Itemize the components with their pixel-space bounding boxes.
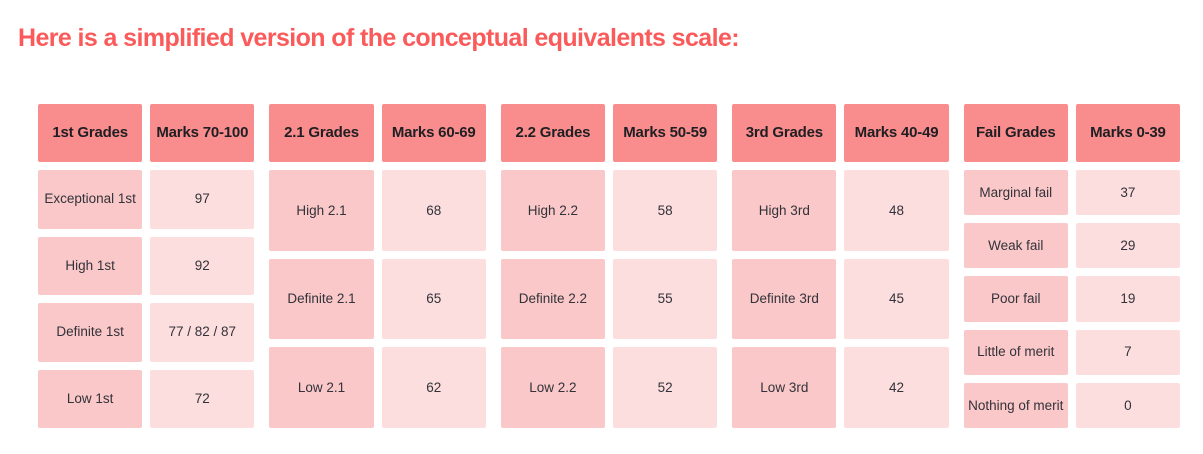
- marks-header-cell: Marks 0-39: [1075, 104, 1181, 162]
- table-header-row: 1st Grades Marks 70-100: [38, 104, 255, 162]
- table-header-row: 3rd Grades Marks 40-49: [732, 104, 949, 162]
- table-body: High 3rd 48 Definite 3rd 45 Low 3rd 42: [732, 170, 949, 429]
- table-row: High 2.2 58: [500, 170, 718, 251]
- table-body: Exceptional 1st 97 High 1st 92 Definite …: [38, 170, 255, 428]
- marks-cell: 7: [1075, 329, 1181, 375]
- table-body: Marginal fail 37 Weak fail 29 Poor fail …: [963, 170, 1181, 429]
- marks-cell: 58: [613, 170, 718, 251]
- table-row: Definite 2.2 55: [500, 258, 718, 340]
- grade-table-1st: 1st Grades Marks 70-100 Exceptional 1st …: [38, 104, 255, 428]
- table-row: Nothing of merit 0: [963, 382, 1181, 429]
- grade-cell: Low 2.1: [269, 347, 374, 429]
- marks-header-cell: Marks 40-49: [844, 104, 949, 162]
- grade-table-2-2: 2.2 Grades Marks 50-59 High 2.2 58 Defin…: [500, 104, 718, 429]
- table-row: High 3rd 48: [732, 170, 949, 251]
- table-row: High 1st 92: [38, 236, 255, 295]
- table-row: Low 1st 72: [38, 369, 255, 428]
- table-row: Low 3rd 42: [732, 347, 949, 429]
- grade-cell: High 2.2: [500, 170, 606, 251]
- marks-cell: 48: [844, 170, 949, 251]
- grade-cell: Exceptional 1st: [38, 170, 143, 229]
- marks-cell: 92: [150, 236, 255, 295]
- grade-table-2-1: 2.1 Grades Marks 60-69 High 2.1 68 Defin…: [269, 104, 486, 429]
- marks-cell: 37: [1075, 170, 1181, 216]
- table-row: Poor fail 19: [963, 276, 1181, 322]
- table-header-row: Fail Grades Marks 0-39: [963, 104, 1181, 162]
- grade-header-cell: 3rd Grades: [732, 104, 837, 162]
- grade-cell: Definite 2.1: [269, 258, 374, 340]
- grade-cell: Nothing of merit: [963, 382, 1068, 429]
- grade-table-3rd: 3rd Grades Marks 40-49 High 3rd 48 Defin…: [732, 104, 949, 429]
- grade-header-cell: 2.1 Grades: [269, 104, 374, 162]
- grade-table-fail: Fail Grades Marks 0-39 Marginal fail 37 …: [963, 104, 1181, 429]
- marks-header-cell: Marks 50-59: [613, 104, 718, 162]
- table-row: High 2.1 68: [269, 170, 486, 251]
- table-row: Marginal fail 37: [963, 170, 1181, 216]
- page-title: Here is a simplified version of the conc…: [18, 24, 740, 52]
- marks-cell: 72: [150, 369, 255, 428]
- table-row: Little of merit 7: [963, 329, 1181, 375]
- grade-cell: Low 2.2: [500, 347, 606, 429]
- marks-cell: 0: [1075, 382, 1181, 429]
- table-row: Low 2.1 62: [269, 347, 486, 429]
- table-row: Low 2.2 52: [500, 347, 718, 429]
- table-row: Definite 3rd 45: [732, 258, 949, 340]
- grade-cell: Definite 2.2: [500, 258, 606, 340]
- table-header-row: 2.2 Grades Marks 50-59: [500, 104, 718, 162]
- table-body: High 2.2 58 Definite 2.2 55 Low 2.2 52: [500, 170, 718, 429]
- marks-cell: 55: [613, 258, 718, 340]
- marks-cell: 29: [1075, 223, 1181, 269]
- marks-header-cell: Marks 70-100: [150, 104, 255, 162]
- table-row: Definite 2.1 65: [269, 258, 486, 340]
- conceptual-equivalents-tables: 1st Grades Marks 70-100 Exceptional 1st …: [38, 104, 1181, 429]
- marks-cell: 65: [381, 258, 486, 340]
- table-body: High 2.1 68 Definite 2.1 65 Low 2.1 62: [269, 170, 486, 429]
- grade-cell: High 3rd: [732, 170, 837, 251]
- table-header-row: 2.1 Grades Marks 60-69: [269, 104, 486, 162]
- marks-cell: 97: [150, 170, 255, 229]
- table-row: Exceptional 1st 97: [38, 170, 255, 229]
- grade-cell: High 2.1: [269, 170, 374, 251]
- grade-cell: Little of merit: [963, 329, 1068, 375]
- marks-cell: 77 / 82 / 87: [150, 303, 255, 362]
- grade-header-cell: Fail Grades: [963, 104, 1068, 162]
- marks-cell: 52: [613, 347, 718, 429]
- grade-header-cell: 2.2 Grades: [500, 104, 606, 162]
- table-row: Definite 1st 77 / 82 / 87: [38, 303, 255, 362]
- table-row: Weak fail 29: [963, 223, 1181, 269]
- grade-cell: Definite 3rd: [732, 258, 837, 340]
- marks-cell: 45: [844, 258, 949, 340]
- grade-header-cell: 1st Grades: [38, 104, 143, 162]
- marks-cell: 19: [1075, 276, 1181, 322]
- marks-cell: 42: [844, 347, 949, 429]
- grade-cell: Definite 1st: [38, 303, 143, 362]
- grade-cell: Poor fail: [963, 276, 1068, 322]
- grade-cell: Weak fail: [963, 223, 1068, 269]
- marks-header-cell: Marks 60-69: [381, 104, 486, 162]
- marks-cell: 62: [381, 347, 486, 429]
- grade-cell: Low 1st: [38, 369, 143, 428]
- grade-cell: Marginal fail: [963, 170, 1068, 216]
- marks-cell: 68: [381, 170, 486, 251]
- grade-cell: Low 3rd: [732, 347, 837, 429]
- grade-cell: High 1st: [38, 236, 143, 295]
